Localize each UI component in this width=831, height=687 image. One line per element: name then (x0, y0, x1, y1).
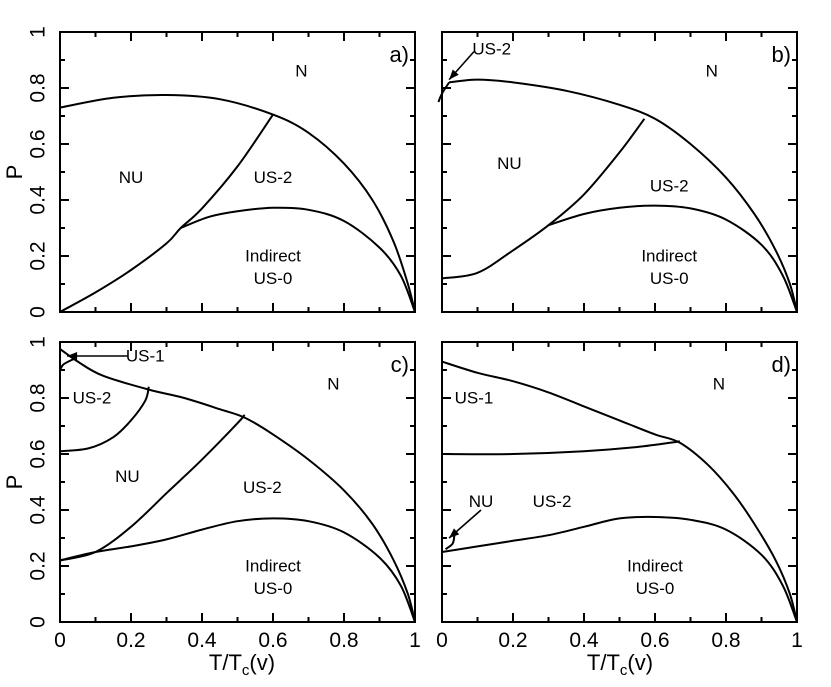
region-label: US-2 (73, 389, 112, 408)
panels: 0 0.2 0.4 0.6 0.8 1 N NU US-2 Indirect US-0 a) US-2 N… (27, 26, 803, 652)
phase-boundary-curve (59, 357, 75, 371)
y-tick-label: 1 (27, 26, 50, 38)
phase-boundary-curve (437, 81, 450, 103)
y-tick-label: 0 (27, 306, 50, 318)
phase-boundary-curve (441, 360, 798, 623)
y-axis-title-bottom: P (2, 475, 27, 490)
phase-boundary-curve (548, 204, 798, 313)
region-label: N (713, 375, 725, 394)
y-tick-label: 0.6 (27, 129, 50, 158)
y-tick-label: 0.2 (27, 241, 50, 270)
arrow-head (449, 528, 460, 538)
phase-boundary-curve (59, 348, 416, 623)
x-tick-label: 0.2 (116, 629, 145, 652)
x-tick-label: 0.8 (711, 629, 740, 652)
phase-boundary-curve (441, 515, 798, 623)
y-axis-title-top: P (2, 165, 27, 180)
region-label: US-0 (636, 579, 675, 598)
x-axis-title-right: T/Tc(v) (587, 650, 653, 679)
x-axis-title-left: T/Tc(v) (209, 650, 275, 679)
phase-boundary-curve (441, 118, 646, 280)
y-tick-label: 0.4 (27, 185, 50, 215)
x-title-main: T/T (587, 650, 620, 675)
arrow-head (449, 69, 459, 80)
region-label: US-2 (243, 478, 282, 497)
region-label: N (295, 62, 307, 81)
x-tick-label: 1 (409, 629, 421, 652)
panel-c-frame (59, 341, 416, 623)
arrow-head (67, 352, 78, 360)
region-label: US-0 (650, 269, 689, 288)
panel-d-frame (441, 341, 798, 623)
region-label: N (706, 62, 718, 81)
y-tick-label: 0.4 (27, 495, 50, 525)
panel-tag: a) (389, 42, 409, 67)
phase-boundary-curve (59, 386, 150, 453)
phase-boundary-curve (448, 78, 798, 313)
x-title-sub: c (242, 662, 250, 679)
x-title-main: T/T (209, 650, 242, 675)
y-tick-label: 1 (27, 336, 50, 348)
panel-tag: b) (771, 42, 791, 67)
x-tick-label: 0.8 (329, 629, 358, 652)
region-label: US-0 (254, 579, 293, 598)
panel-tag: d) (771, 352, 791, 377)
phase-boundary-curve (59, 414, 246, 562)
panel-b-frame (441, 31, 798, 313)
phase-boundary-curve (444, 534, 456, 551)
region-label: Indirect (627, 557, 683, 576)
region-label: US-0 (254, 269, 293, 288)
region-label: N (327, 375, 339, 394)
x-title-tail: (v) (627, 650, 653, 675)
phase-boundary-curve (59, 114, 274, 313)
phase-boundary-curve (180, 206, 416, 313)
region-label: NU (469, 492, 494, 511)
panel-b: US-2 N NU US-2 Indirect US-0 b) (437, 31, 798, 313)
region-label: NU (119, 168, 144, 187)
region-label: US-2 (650, 177, 689, 196)
region-label: Indirect (245, 557, 301, 576)
region-label: Indirect (641, 247, 697, 266)
x-tick-label: 0 (436, 629, 448, 652)
x-tick-label: 1 (791, 629, 803, 652)
panel-a: 0 0.2 0.4 0.6 0.8 1 N NU US-2 Indirect US-0 a) (27, 26, 416, 318)
x-title-tail: (v) (249, 650, 275, 675)
y-tick-label: 0.8 (27, 73, 50, 102)
y-tick-label: 0 (27, 616, 50, 628)
y-tick-label: 0.8 (27, 383, 50, 412)
x-tick-label: 0.4 (569, 629, 599, 652)
panel-a-frame (59, 31, 416, 313)
region-label: US-2 (254, 168, 293, 187)
region-label: US-2 (472, 39, 511, 58)
region-label: US-1 (455, 389, 494, 408)
x-tick-label: 0.6 (640, 629, 669, 652)
x-tick-label: 0 (54, 629, 66, 652)
panel-c: 0 0.2 0.4 0.6 0.8 1 0 0.2 0.4 0.6 0.8 1 US-1 US-2 N NU U… (27, 336, 421, 652)
x-tick-label: 0.6 (258, 629, 287, 652)
region-label: US-2 (533, 492, 572, 511)
y-tick-label: 0.6 (27, 439, 50, 468)
y-tick-label: 0.2 (27, 551, 50, 580)
region-label: NU (115, 467, 140, 486)
region-label: NU (497, 154, 522, 173)
x-tick-label: 0.2 (498, 629, 527, 652)
x-tick-label: 0.4 (187, 629, 217, 652)
panel-tag: c) (391, 352, 409, 377)
phase-boundary-curve (441, 440, 681, 456)
phase-boundary-curve (59, 517, 416, 623)
region-label: US-1 (126, 347, 165, 366)
phase-boundary-curve (59, 93, 416, 313)
x-title-sub: c (620, 662, 628, 679)
panel-d: 0 0.2 0.4 0.6 0.8 1 US-1 N NU US-2 Indirect US-0 d) (436, 341, 803, 652)
region-label: Indirect (245, 247, 301, 266)
